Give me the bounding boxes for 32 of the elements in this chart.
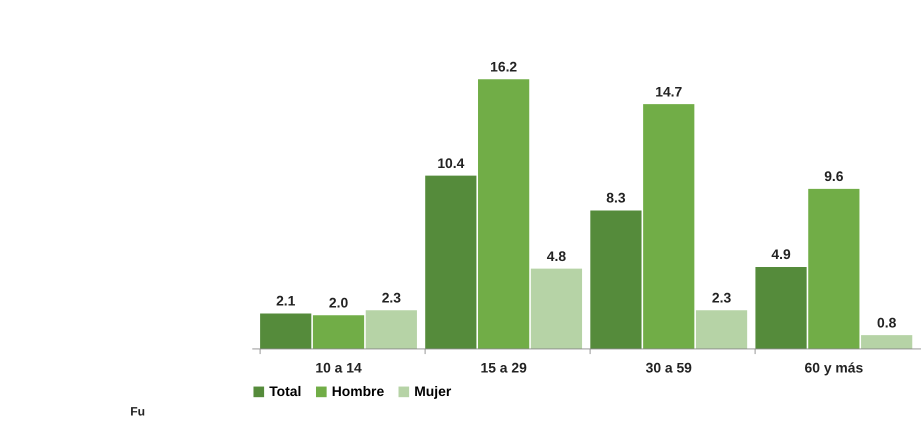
bar — [530, 268, 582, 348]
x-tick-label: 15 a 29 — [480, 359, 528, 376]
data-label: 14.7 — [655, 83, 683, 100]
bar — [260, 314, 312, 348]
text: Fu — [130, 404, 146, 418]
data-label: 2.3 — [382, 289, 402, 306]
bar — [590, 210, 642, 348]
bar — [808, 188, 860, 348]
data-label: 2.3 — [712, 289, 732, 306]
data-label: 4.9 — [771, 246, 791, 262]
bar — [312, 315, 364, 348]
data-label: 2.1 — [276, 292, 296, 309]
data-label: 16.2 — [490, 58, 518, 74]
x-tick-label: 10 a 14 — [315, 359, 362, 376]
x-tick-label: 30 a 59 — [646, 359, 692, 376]
bar — [366, 310, 417, 348]
data-label: 8.3 — [606, 190, 626, 206]
data-label: 10.4 — [437, 154, 465, 171]
bar — [478, 79, 530, 348]
bar — [696, 310, 748, 348]
bar — [755, 267, 807, 348]
data-label: 9.6 — [824, 168, 844, 184]
bar — [425, 176, 476, 348]
legend-label: Mujer — [414, 383, 452, 400]
legend-label: Hombre — [332, 383, 384, 400]
data-label: 0.8 — [877, 314, 897, 330]
bar — [861, 335, 912, 348]
x-tick-label: 60 y más — [804, 359, 864, 376]
data-label: 4.8 — [546, 248, 566, 264]
data-label: 2.0 — [328, 294, 348, 310]
legend-label: Total — [269, 383, 302, 400]
bar — [643, 104, 694, 348]
